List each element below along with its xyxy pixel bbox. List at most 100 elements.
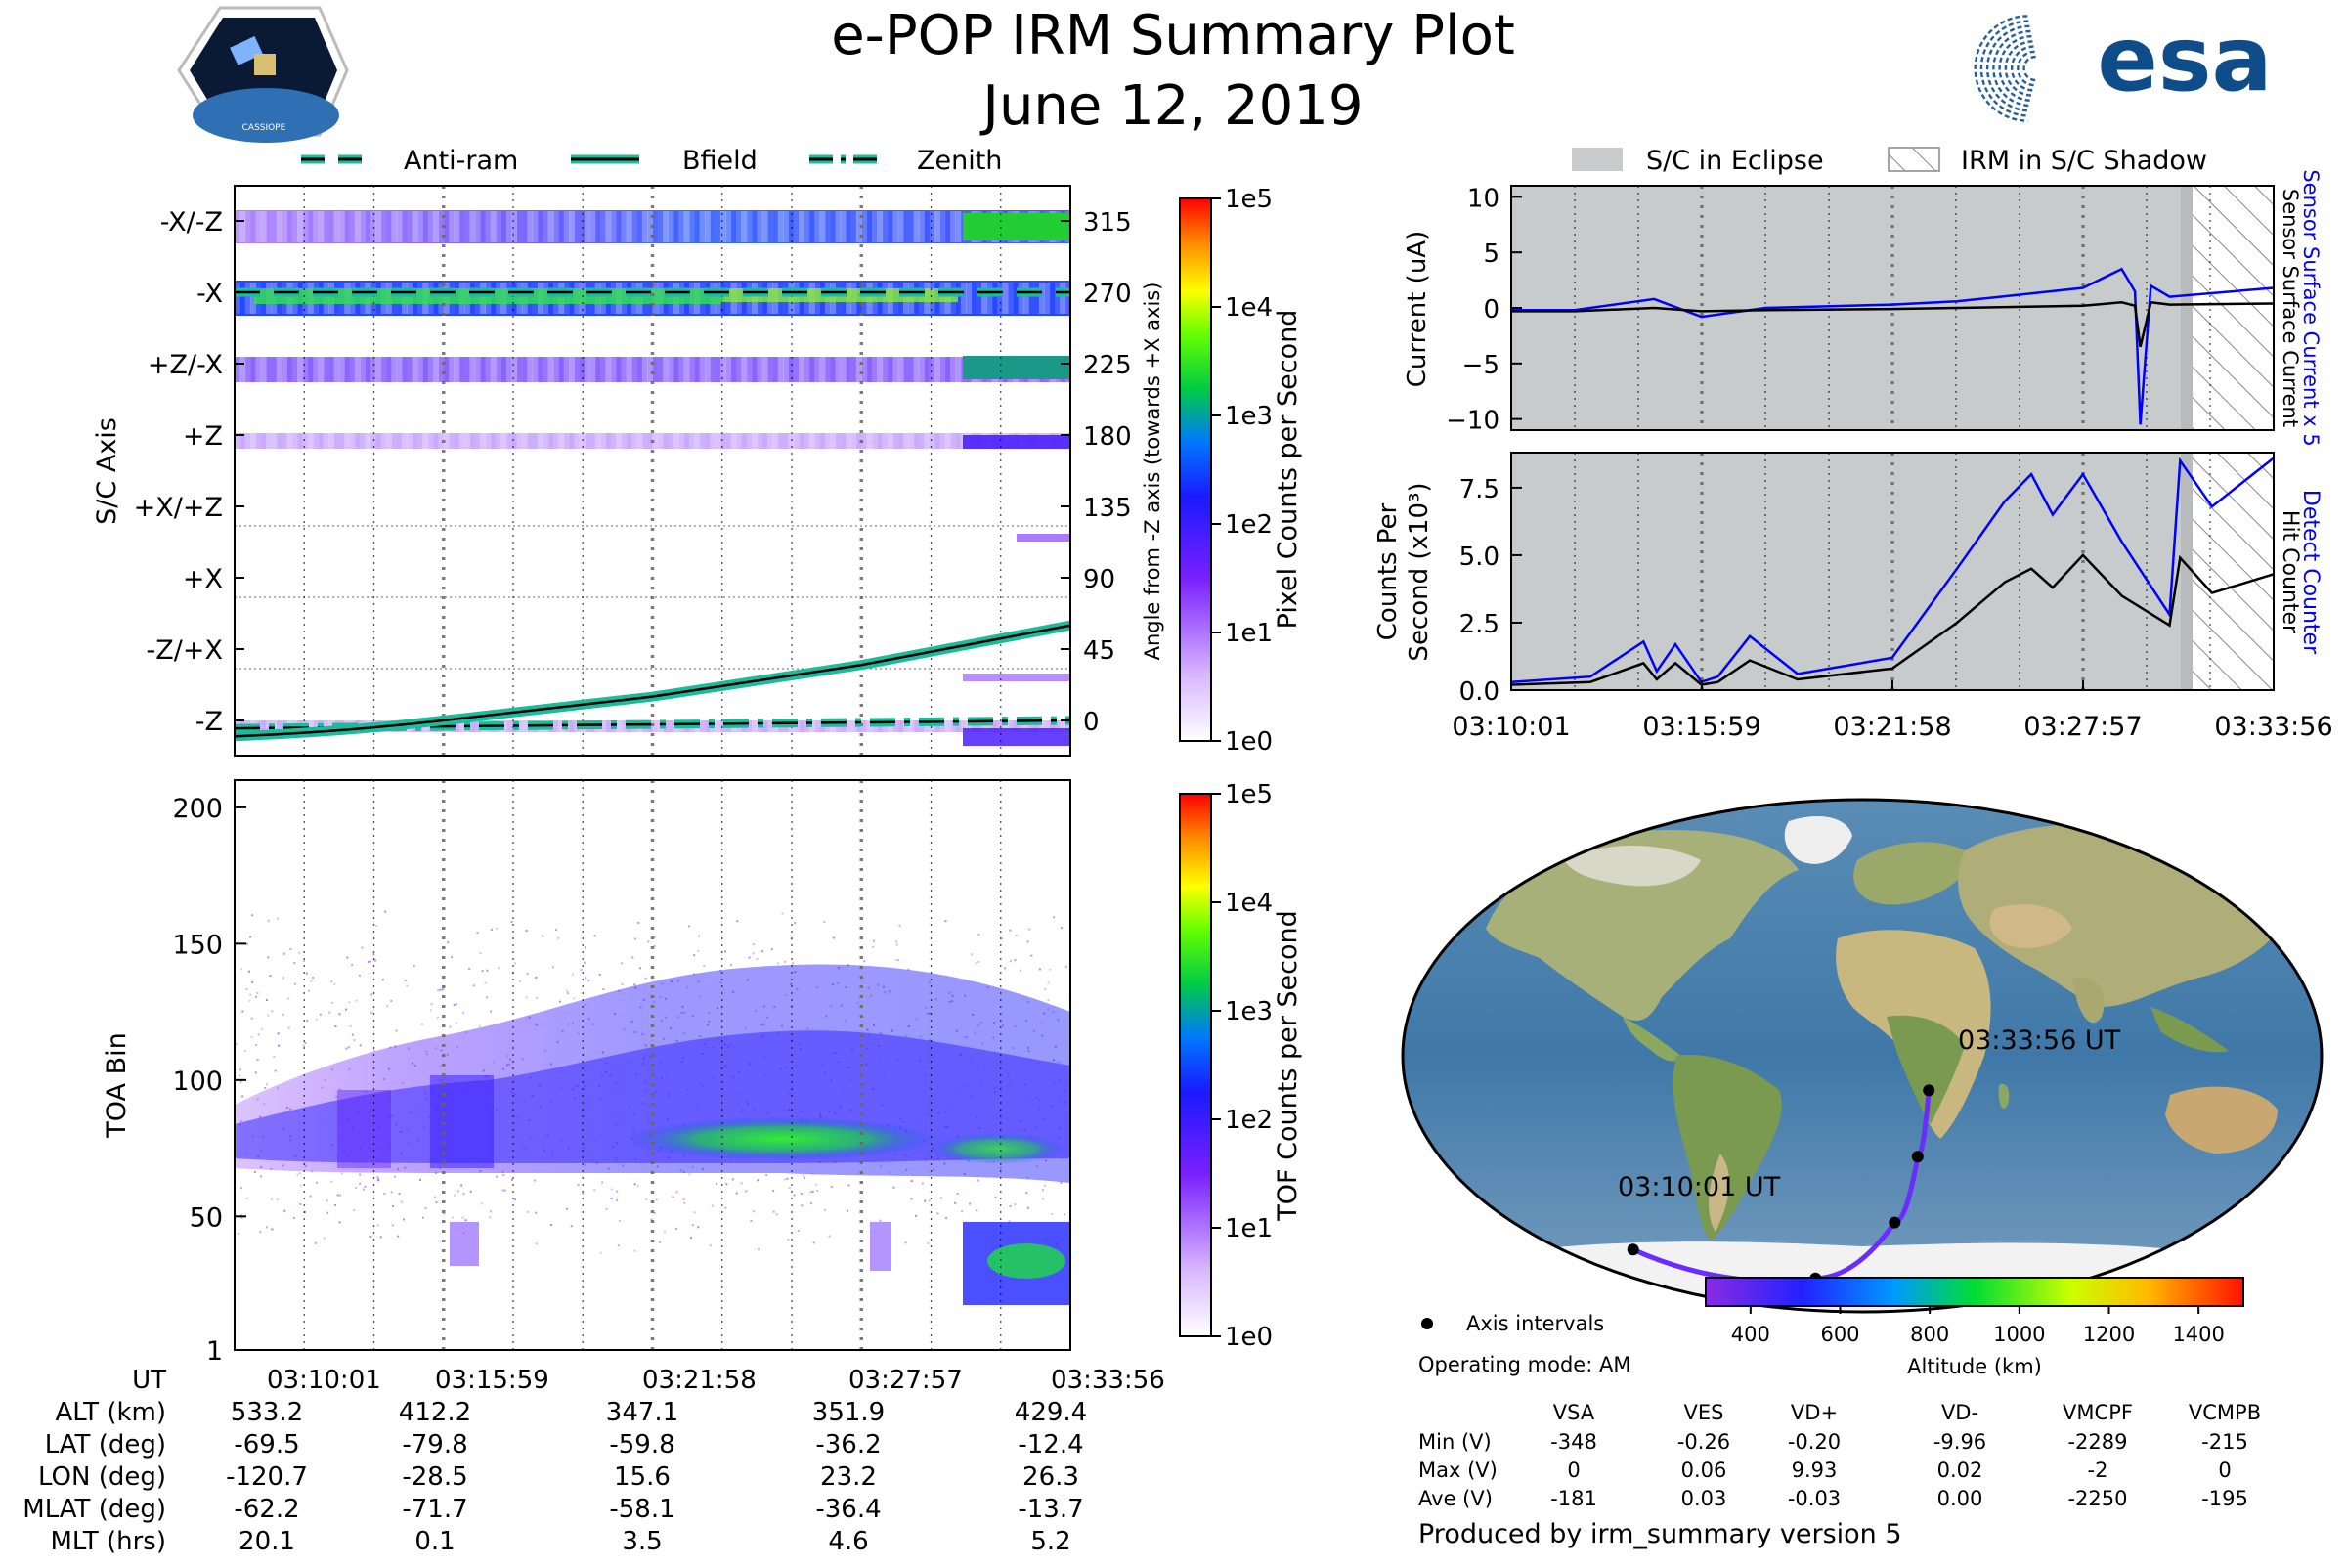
panel-sc-axis: Anti-ram Bfield Zenith -X/-Z -X +Z/-X +Z +X/… xyxy=(92,146,1303,757)
badge-text: CASSIOPE xyxy=(242,123,286,133)
sc-y-label: S/C Axis xyxy=(92,417,122,525)
map-start-label: 03:10:01 UT xyxy=(1618,1172,1781,1202)
counts-lines xyxy=(1511,457,2274,686)
voltage-header: VD- xyxy=(1941,1401,1978,1424)
ephemeris-cell: -28.5 xyxy=(402,1462,467,1492)
voltage-cell: -215 xyxy=(2201,1430,2248,1454)
counts-y-tick: 2.5 xyxy=(1459,610,1499,639)
map-end-label: 03:33:56 UT xyxy=(1958,1025,2121,1056)
altitude-label: Altitude (km) xyxy=(1907,1355,2042,1378)
toa-colorbar: 1e5 1e4 1e3 1e2 1e1 1e0 xyxy=(1179,780,1273,1352)
counts-y-ticks: 7.5 5.0 2.5 0.0 xyxy=(1459,475,1522,707)
toa-y-tick: 50 xyxy=(190,1202,223,1233)
voltage-cell: -348 xyxy=(1550,1430,1597,1454)
ephemeris-cell: 412.2 xyxy=(399,1398,471,1427)
colorbar-tick: 1e4 xyxy=(1225,889,1273,918)
time-tick: 03:27:57 xyxy=(2023,712,2142,742)
counts-x-ticks: 03:10:01 03:15:59 03:21:58 03:27:57 03:33:56 xyxy=(1452,680,2333,742)
current-right-label-black: Sensor Surface Current xyxy=(2279,189,2302,427)
ephemeris-cell: -71.7 xyxy=(402,1495,467,1524)
counts-y-label-1: Counts Per xyxy=(1373,502,1403,640)
operating-mode: Operating mode: AM xyxy=(1418,1353,1630,1376)
sc-colorbar: 1e5 1e4 1e3 1e2 1e1 1e0 xyxy=(1179,185,1273,757)
current-series-line xyxy=(1511,300,2274,348)
current-y-tick: 5 xyxy=(1483,240,1499,269)
sc-right-tick: 45 xyxy=(1083,636,1115,666)
counts-right-label-blue: Detect Counter xyxy=(2298,490,2323,655)
time-tick: 03:10:01 xyxy=(1452,712,1570,742)
colorbar-tick: 1e1 xyxy=(1225,619,1273,648)
ephemeris-cell: -12.4 xyxy=(1018,1430,1083,1459)
bfield-line-core xyxy=(235,624,1070,738)
current-y-tick: 10 xyxy=(1467,184,1499,213)
voltage-cell: -195 xyxy=(2201,1487,2248,1510)
toa-cbar-label: TOF Counts per Second xyxy=(1273,910,1303,1222)
current-lines xyxy=(1511,267,2274,425)
altitude-ticks: 400 600 800 1000 1200 1400 xyxy=(1731,1306,2225,1346)
colorbar-tick: 1e2 xyxy=(1225,510,1273,540)
voltage-table: VSA VES VD+ VD- VMCPF VCMPB Min (V) -348 -0.26 -0… xyxy=(1418,1401,2261,1510)
colorbar-tick: 1e5 xyxy=(1225,185,1273,214)
world-map: 03:10:01 UT 03:33:56 UT xyxy=(1401,798,2324,1314)
ephemeris-cell: 03:10:01 xyxy=(267,1366,381,1395)
sc-right-tick: 135 xyxy=(1083,494,1132,523)
ephemeris-cell: -36.2 xyxy=(815,1430,881,1459)
zenith-line-core xyxy=(235,719,1070,730)
voltage-cell: 0 xyxy=(2218,1459,2231,1482)
eclipse-legend: S/C in Eclipse IRM in S/C Shadow xyxy=(1572,146,2207,176)
legend-bfield: Bfield xyxy=(682,146,758,176)
sc-right-tick: 270 xyxy=(1083,280,1132,309)
voltage-header: VD+ xyxy=(1791,1401,1838,1424)
legend-zenith: Zenith xyxy=(917,146,1002,176)
axis-interval-point xyxy=(1889,1216,1901,1229)
colorbar-tick: 1e0 xyxy=(1225,727,1273,757)
panel-counts: 7.55.02.50.0 03:10:01 03:15:59 03:21:58 03:… xyxy=(1373,452,2333,742)
ephemeris-cell: 23.2 xyxy=(820,1462,877,1492)
ephemeris-cell: 347.1 xyxy=(606,1398,678,1427)
counts-series-line xyxy=(1511,457,2274,684)
sc-green-block xyxy=(963,356,1070,379)
ephemeris-cell: -59.8 xyxy=(609,1430,674,1459)
ephemeris-cell: 15.6 xyxy=(614,1462,671,1492)
altitude-tick: 600 xyxy=(1820,1323,1859,1346)
voltage-cell: 0.06 xyxy=(1681,1459,1727,1482)
sc-y-categories: -X/-Z -X +Z/-X +Z +X/+Z +X -Z/+X -Z xyxy=(134,207,1070,737)
current-y-tick: 0 xyxy=(1483,295,1499,325)
counts-y-tick: 0.0 xyxy=(1459,677,1499,707)
esa-logo: esa xyxy=(1974,7,2273,122)
ephemeris-cell: 03:15:59 xyxy=(435,1366,549,1395)
voltage-cell: -0.26 xyxy=(1677,1430,1730,1454)
voltage-header: VES xyxy=(1684,1401,1724,1424)
sc-cbar-label: Pixel Counts per Second xyxy=(1273,310,1303,630)
ephemeris-cell: -62.2 xyxy=(234,1495,299,1524)
counts-y-tick: 5.0 xyxy=(1459,543,1499,572)
toa-y-tick: 200 xyxy=(172,794,223,824)
voltage-cell: -0.03 xyxy=(1788,1487,1841,1510)
page-title: e-POP IRM Summary Plot xyxy=(831,4,1515,67)
ephemeris-cell: 26.3 xyxy=(1022,1462,1079,1492)
ephemeris-cell: 03:21:58 xyxy=(642,1366,757,1395)
ephemeris-cell: 0.1 xyxy=(414,1527,455,1556)
time-tick: 03:15:59 xyxy=(1642,712,1760,742)
ephemeris-cell: 533.2 xyxy=(231,1398,303,1427)
current-series-line xyxy=(1511,267,2274,425)
toa-y-ticks: 200 150 100 50 1 xyxy=(172,794,246,1367)
colorbar-tick: 1e2 xyxy=(1225,1106,1273,1135)
colorbar-tick: 1e5 xyxy=(1225,780,1273,809)
sc-category-label: +X xyxy=(183,564,223,594)
sc-right-label: Angle from -Z axis (towards +X axis) xyxy=(1141,283,1164,661)
toa-y-label: TOA Bin xyxy=(102,1032,132,1138)
ephemeris-cell: -58.1 xyxy=(609,1495,674,1524)
panel-current: S/C in Eclipse IRM in S/C Shadow 10 5 0 −5 −… xyxy=(1403,146,2323,447)
ephemeris-cell: -120.7 xyxy=(226,1462,308,1492)
axis-interval-point xyxy=(1627,1243,1639,1256)
sc-right-tick: 0 xyxy=(1083,708,1100,737)
sc-green-block xyxy=(963,213,1070,240)
voltage-cell: 0.02 xyxy=(1937,1459,1983,1482)
current-y-label: Current (uA) xyxy=(1403,231,1432,387)
voltage-cell: -181 xyxy=(1550,1487,1597,1510)
current-right-label-blue: Sensor Surface Current x 5 xyxy=(2299,169,2323,446)
